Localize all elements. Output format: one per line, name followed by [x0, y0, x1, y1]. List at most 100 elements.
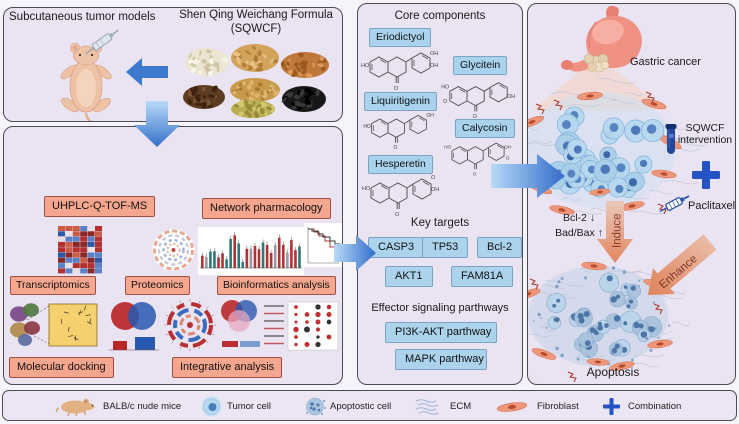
- chemical-structure: HO OH O: [363, 113, 434, 151]
- atom-label: O: [394, 145, 398, 151]
- atom-label: O: [394, 86, 399, 92]
- herbal-ingredients-photo: [183, 44, 329, 119]
- tumor-cell-icon: [201, 396, 222, 417]
- paclitaxel-syringe-icon: [659, 195, 690, 213]
- integrative-plots-thumbnail: [221, 300, 339, 351]
- nude-mouse-illustration: [60, 29, 119, 121]
- target-tp53: TP53: [422, 237, 469, 258]
- disease-label: Gastric cancer: [630, 56, 701, 68]
- label-transcriptomics: Transcriptomics: [10, 276, 96, 295]
- plus-combination-icon: [692, 161, 720, 189]
- atom-label: OH: [504, 144, 512, 150]
- panel-methods: UHPLC-Q-TOF-MS Network pharmacology Tran…: [3, 126, 343, 385]
- compound-liquiritigenin: Liquiritigenin: [364, 92, 437, 111]
- network-graph-thumbnail: [198, 133, 260, 195]
- chemical-structure: HO OH O O: [444, 142, 512, 177]
- apoptotic-cell-icon: [306, 397, 326, 416]
- legend-label-mice: BALB/c nude mice: [103, 401, 182, 412]
- panel-core-components: Core components Eriodictyol HO OH OH O G…: [357, 3, 523, 385]
- atom-label: O: [443, 99, 447, 105]
- tumor-on-stomach: [583, 53, 610, 73]
- right-arrow-icon: [334, 235, 376, 271]
- fibroblast-icon: [496, 402, 528, 412]
- atom-label: HO: [441, 84, 449, 90]
- circular-plot-thumbnail: [152, 229, 195, 271]
- label-bioinformatics: Bioinformatics analysis: [217, 276, 336, 295]
- core-components-title: Core components: [394, 10, 486, 22]
- syringe-icon: [85, 29, 119, 55]
- legend-label-apoptotic-cell: Apoptostic cell: [330, 401, 392, 412]
- atom-label: OH: [430, 63, 438, 69]
- atom-label: O: [473, 114, 477, 120]
- panel-tumor-models: Subcutaneous tumor models Shen Qing Weic…: [3, 7, 343, 122]
- pathway-pi3k-akt: PI3K-AKT parthway: [385, 322, 497, 343]
- circular-network-thumbnail: [266, 132, 330, 196]
- atom-label: HO: [362, 186, 371, 192]
- chemical-structure: HO O OH O: [441, 82, 515, 120]
- volcano-plot-thumbnail: [7, 227, 55, 273]
- atom-label: O: [506, 156, 510, 162]
- pathways-title: Effector signaling parthways: [371, 302, 509, 314]
- atom-label: OH: [507, 94, 515, 100]
- atom-label: HO: [363, 124, 371, 130]
- target-fam81a: FAM81A: [451, 266, 514, 287]
- compound-hesperetin: Hesperetin: [368, 155, 433, 174]
- right-arrow-icon: [491, 154, 565, 198]
- induce-label: Induce: [612, 213, 624, 248]
- compound-glycitein: Glycitein: [453, 56, 508, 75]
- key-targets-title: Key targets: [410, 217, 470, 229]
- atom-label: HO: [361, 63, 370, 69]
- test-tube-icon: [665, 124, 677, 154]
- legend-label-tumor-cell: Tumor cell: [227, 401, 271, 412]
- label-integrative-analysis: Integrative analysis: [172, 357, 283, 378]
- stomach-icon: [561, 5, 642, 73]
- enrichment-barchart-thumbnail: [198, 227, 304, 275]
- atom-label: O: [395, 212, 400, 218]
- drug-label: Paclitaxel: [688, 200, 736, 212]
- label-network-pharmacology: Network pharmacology: [202, 198, 331, 219]
- combination-icon: [603, 398, 620, 415]
- target-bcl2: Bcl-2: [477, 237, 522, 258]
- atom-label: OH: [430, 51, 438, 57]
- heatmap-thumbnail: [58, 226, 102, 274]
- atom-label: O: [431, 175, 436, 181]
- volcano-plot-thumbnail: [106, 227, 150, 273]
- compound-eriodictyol: Eriodictyol: [369, 28, 432, 47]
- formula-title-line1: Shen Qing Weichang Formula: [179, 9, 333, 21]
- intervention-line2: intervention: [677, 134, 733, 147]
- atom-label: HO: [444, 144, 451, 150]
- models-title: Subcutaneous tumor models: [9, 11, 156, 23]
- chemical-structure: HO O OH O: [362, 175, 439, 218]
- legend-label-combination: Combination: [628, 401, 682, 412]
- marker-badbax-up: Bad/Bax ↑: [555, 227, 603, 239]
- atom-label: OH: [431, 187, 439, 193]
- ecm-icon: [415, 399, 439, 415]
- legend-bar: BALB/c nude mice Tumor cell Apoptostic c…: [2, 390, 737, 421]
- induce-arrow: Induce: [597, 201, 633, 263]
- left-arrow-icon: [126, 58, 168, 86]
- chord-diagram-thumbnail: [163, 298, 216, 352]
- compound-calycosin: Calycosin: [455, 119, 515, 138]
- legend-label-fibroblast: Fibroblast: [537, 401, 579, 412]
- label-molecular-docking: Molecular docking: [9, 357, 114, 378]
- atom-label: O: [473, 171, 477, 177]
- atom-label: OH: [426, 113, 434, 119]
- panel-outcome: Gastric cancer SQWCF intervention: [527, 3, 736, 385]
- enhance-arrow: Enhance: [648, 234, 717, 295]
- molecular-docking-thumbnail: [10, 303, 98, 347]
- marker-bcl2-down: Bcl-2 ↓: [562, 212, 596, 224]
- chromatogram-thumbnail: [9, 137, 95, 193]
- apoptosis-label: Apoptosis: [586, 365, 640, 379]
- down-arrow-icon: [134, 101, 180, 147]
- mouse-icon: [55, 398, 95, 417]
- formula-title-line2: (SQWCF): [230, 23, 282, 35]
- chemical-structure: HO OH OH O: [361, 51, 438, 92]
- label-uhplc: UHPLC-Q-TOF-MS: [44, 196, 156, 217]
- label-proteomics: Proteomics: [125, 276, 190, 295]
- venn-diagram-thumbnail: [109, 302, 159, 351]
- tumor-and-apoptosis-illustration: [528, 68, 711, 383]
- intervention-label: SQWCF intervention: [676, 122, 734, 146]
- pathway-mapk: MAPK parthway: [395, 349, 487, 370]
- intervention-line1: SQWCF: [685, 122, 725, 134]
